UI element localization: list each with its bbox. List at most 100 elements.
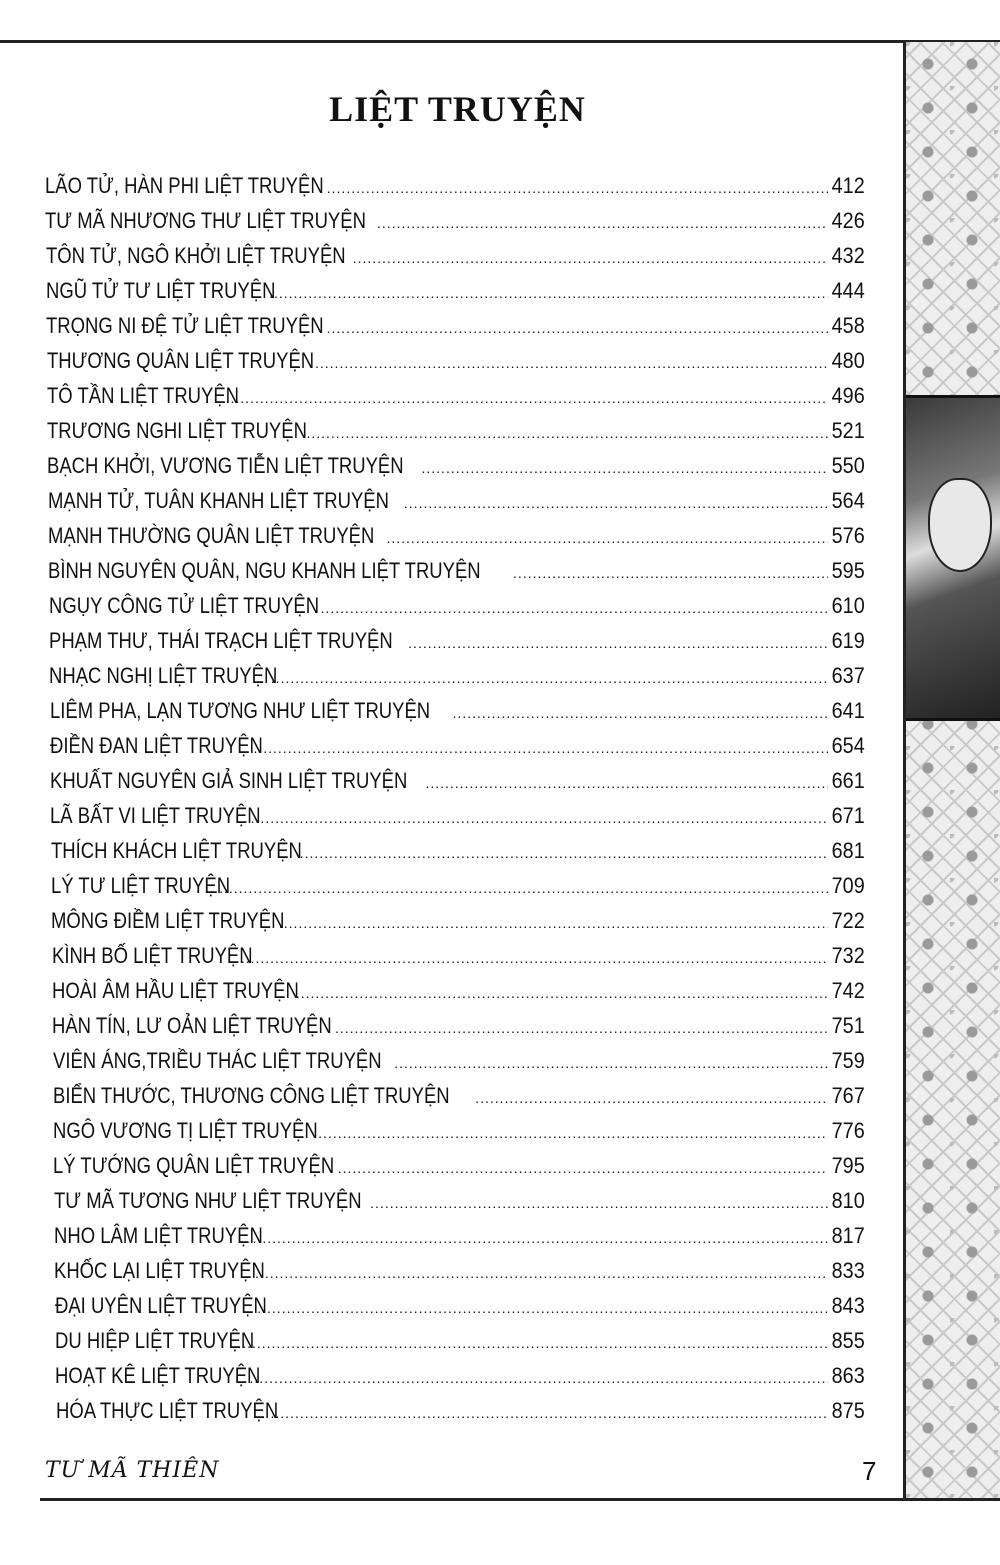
toc-entry-page: 681 bbox=[831, 838, 865, 863]
toc-entry-page: 810 bbox=[831, 1188, 865, 1213]
toc-entry-page: 759 bbox=[831, 1048, 865, 1073]
toc-entry-title: KHUẤT NGUYÊN GIẢ SINH LIỆT TRUYỆN bbox=[50, 768, 408, 793]
dot-leader bbox=[242, 1328, 828, 1358]
toc-entry-page: 661 bbox=[831, 768, 865, 793]
toc-entry: BÌNH NGUYÊN QUÂN, NGU KHANH LIỆT TRUYỆN 5… bbox=[48, 556, 865, 591]
toc-entry: NGÔ VƯƠNG TỊ LIỆT TRUYỆN 776 bbox=[53, 1116, 865, 1151]
toc-entry: BIỂN THƯỚC, THƯƠNG CÔNG LIỆT TRUYỆN 767 bbox=[53, 1081, 865, 1116]
toc-entry-page: 458 bbox=[831, 313, 865, 338]
dot-leader bbox=[453, 698, 829, 728]
toc-entry: DU HIỆP LIỆT TRUYỆN 855 bbox=[55, 1326, 865, 1361]
toc-entry-title: MẠNH THƯỜNG QUÂN LIỆT TRUYỆN bbox=[48, 523, 375, 548]
toc-entry-title: MẠNH TỬ, TUÂN KHANH LIỆT TRUYỆN bbox=[48, 488, 389, 513]
dot-leader bbox=[241, 943, 828, 973]
toc-entry-title: BÌNH NGUYÊN QUÂN, NGU KHANH LIỆT TRUYỆN bbox=[48, 558, 481, 583]
toc-entry-page: 550 bbox=[831, 453, 865, 478]
dot-leader bbox=[318, 1118, 828, 1148]
toc-entry-title: MÔNG ĐIỀM LIỆT TRUYỆN bbox=[51, 908, 285, 933]
toc-entry-title: KHỐC LẠI LIỆT TRUYỆN bbox=[54, 1258, 265, 1283]
toc-entry-page: 875 bbox=[831, 1398, 865, 1423]
toc-entry: NGŨ TỬ TƯ LIỆT TRUYỆN 444 bbox=[46, 276, 865, 311]
toc-entry-page: 833 bbox=[831, 1258, 865, 1283]
dot-leader bbox=[327, 313, 829, 343]
toc-entry-title: KÌNH BỐ LIỆT TRUYỆN bbox=[52, 943, 253, 968]
footer-page-number: 7 bbox=[862, 1456, 877, 1486]
toc-entry-title: LIÊM PHA, LẠN TƯƠNG NHƯ LIỆT TRUYỆN bbox=[50, 698, 431, 723]
toc-entry: TÔ TẦN LIỆT TRUYỆN 496 bbox=[47, 381, 865, 416]
dot-leader bbox=[253, 1223, 829, 1253]
toc-entry-title: TRƯƠNG NGHI LIỆT TRUYỆN bbox=[47, 418, 307, 443]
toc-entry-title: NHO LÂM LIỆT TRUYỆN bbox=[54, 1223, 263, 1248]
toc-entry-title: TÔN TỬ, NGÔ KHỞI LIỆT TRUYỆN bbox=[46, 243, 346, 268]
toc-entry: HÓA THỰC LIỆT TRUYỆN 875 bbox=[56, 1396, 865, 1431]
toc-entry-title: HÓA THỰC LIỆT TRUYỆN bbox=[56, 1398, 279, 1423]
toc-entry-title: HOÀI ÂM HẦU LIỆT TRUYỆN bbox=[52, 978, 299, 1003]
toc-entry: MẠNH THƯỜNG QUÂN LIỆT TRUYỆN 576 bbox=[48, 521, 865, 556]
toc-entry-page: 654 bbox=[831, 733, 865, 758]
toc-entry: NHẠC NGHỊ LIỆT TRUYỆN 637 bbox=[49, 661, 865, 696]
bottom-rule bbox=[40, 1498, 1000, 1501]
dot-leader bbox=[255, 1258, 828, 1288]
table-of-contents: LÃO TỬ, HÀN PHI LIỆT TRUYỆN 412 TƯ MÃ NHƯƠ… bbox=[45, 171, 865, 1431]
toc-entry-page: 751 bbox=[831, 1013, 865, 1038]
dot-leader bbox=[475, 1083, 828, 1113]
dot-leader bbox=[269, 278, 828, 308]
toc-entry: LIÊM PHA, LẠN TƯƠNG NHƯ LIỆT TRUYỆN 641 bbox=[50, 696, 865, 731]
toc-entry-title: THƯƠNG QUÂN LIỆT TRUYỆN bbox=[47, 348, 315, 373]
toc-entry: MÔNG ĐIỀM LIỆT TRUYỆN 722 bbox=[51, 906, 865, 941]
toc-entry: VIÊN ÁNG,TRIỀU THÁC LIỆT TRUYỆN 759 bbox=[53, 1046, 865, 1081]
toc-entry: TƯ MÃ TƯƠNG NHƯ LIỆT TRUYỆN 810 bbox=[54, 1186, 865, 1221]
toc-entry-page: 855 bbox=[831, 1328, 865, 1353]
toc-entry-title: BIỂN THƯỚC, THƯƠNG CÔNG LIỆT TRUYỆN bbox=[53, 1083, 450, 1108]
toc-entry-title: TRỌNG NI ĐỆ TỬ LIỆT TRUYỆN bbox=[46, 313, 324, 338]
toc-entry: LÃ BẤT VI LIỆT TRUYỆN 671 bbox=[50, 801, 865, 836]
toc-entry: HOÀI ÂM HẦU LIỆT TRUYỆN 742 bbox=[52, 976, 865, 1011]
toc-entry-title: HÀN TÍN, LƯ OẢN LIỆT TRUYỆN bbox=[52, 1013, 332, 1038]
toc-entry-page: 767 bbox=[831, 1083, 865, 1108]
dot-leader bbox=[315, 348, 828, 378]
toc-entry: ĐẠI UYÊN LIỆT TRUYỆN 843 bbox=[55, 1291, 865, 1326]
decorative-border-pattern bbox=[903, 42, 1000, 1498]
toc-entry-page: 637 bbox=[831, 663, 865, 688]
portrait-face bbox=[928, 478, 992, 572]
dot-leader bbox=[306, 418, 828, 448]
toc-entry-page: 863 bbox=[831, 1363, 865, 1388]
toc-entry: MẠNH TỬ, TUÂN KHANH LIỆT TRUYỆN 564 bbox=[48, 486, 865, 521]
toc-entry-title: LÝ TƯỚNG QUÂN LIỆT TRUYỆN bbox=[53, 1153, 335, 1178]
dot-leader bbox=[338, 1153, 829, 1183]
toc-entry-page: 732 bbox=[831, 943, 865, 968]
toc-entry-title: NGỤY CÔNG TỬ LIỆT TRUYỆN bbox=[49, 593, 320, 618]
toc-entry: THÍCH KHÁCH LIỆT TRUYỆN 681 bbox=[51, 836, 865, 871]
dot-leader bbox=[335, 1013, 828, 1043]
toc-entry-title: BẠCH KHỞI, VƯƠNG TIỄN LIỆT TRUYỆN bbox=[47, 453, 404, 478]
toc-entry-title: NGŨ TỬ TƯ LIỆT TRUYỆN bbox=[46, 278, 276, 303]
toc-entry-page: 412 bbox=[831, 173, 865, 198]
toc-entry-page: 576 bbox=[831, 523, 865, 548]
dot-leader bbox=[296, 978, 828, 1008]
dot-leader bbox=[271, 1398, 829, 1428]
footer-author: TƯ MÃ THIÊN bbox=[45, 1458, 220, 1483]
dot-leader bbox=[300, 838, 829, 868]
toc-entry-page: 709 bbox=[831, 873, 865, 898]
toc-entry: PHẠM THƯ, THÁI TRẠCH LIỆT TRUYỆN 619 bbox=[49, 626, 865, 661]
toc-entry-page: 595 bbox=[831, 558, 865, 583]
toc-entry: TÔN TỬ, NGÔ KHỞI LIỆT TRUYỆN 432 bbox=[46, 241, 865, 276]
toc-entry-title: LÃO TỬ, HÀN PHI LIỆT TRUYỆN bbox=[45, 173, 324, 198]
toc-entry: NGỤY CÔNG TỬ LIỆT TRUYỆN 610 bbox=[49, 591, 865, 626]
toc-entry: LÝ TƯ LIỆT TRUYỆN 709 bbox=[51, 871, 865, 906]
toc-entry-title: THÍCH KHÁCH LIỆT TRUYỆN bbox=[51, 838, 302, 863]
toc-entry-page: 742 bbox=[831, 978, 865, 1003]
dot-leader bbox=[321, 593, 829, 623]
toc-entry: HÀN TÍN, LƯ OẢN LIỆT TRUYỆN 751 bbox=[52, 1011, 865, 1046]
dot-leader bbox=[377, 208, 828, 238]
toc-entry-page: 444 bbox=[831, 278, 865, 303]
dot-leader bbox=[250, 1363, 829, 1393]
dot-leader bbox=[251, 803, 829, 833]
toc-entry-title: DU HIỆP LIỆT TRUYỆN bbox=[55, 1328, 255, 1353]
toc-entry: KHUẤT NGUYÊN GIẢ SINH LIỆT TRUYỆN 661 bbox=[50, 766, 865, 801]
dot-leader bbox=[370, 1188, 828, 1218]
toc-entry-title: LÃ BẤT VI LIỆT TRUYỆN bbox=[50, 803, 261, 828]
toc-entry: LÃO TỬ, HÀN PHI LIỆT TRUYỆN 412 bbox=[45, 171, 865, 206]
toc-entry-title: VIÊN ÁNG,TRIỀU THÁC LIỆT TRUYỆN bbox=[53, 1048, 382, 1073]
toc-entry-title: LÝ TƯ LIỆT TRUYỆN bbox=[51, 873, 231, 898]
